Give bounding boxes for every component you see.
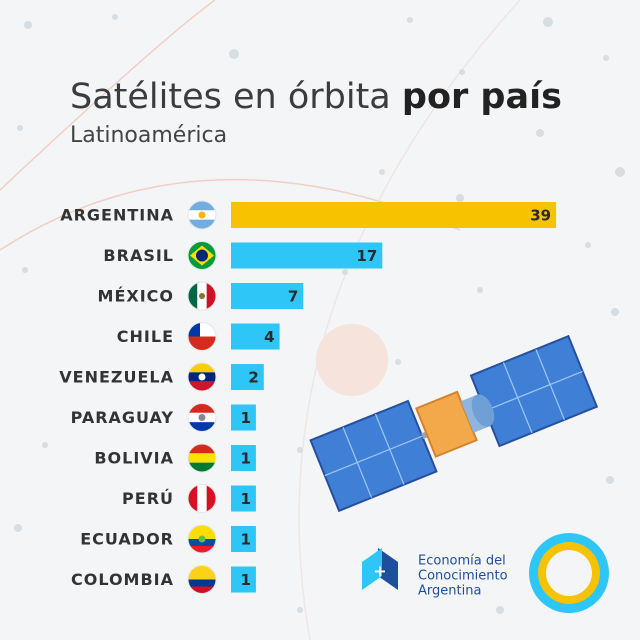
category-label: PERÚ [122,489,174,508]
flag-stripe [188,546,216,553]
flag [188,201,216,229]
logo: + Economía del Conocimiento Argentina [362,533,609,613]
value-label: 1 [240,490,250,508]
bar [231,404,256,431]
flag [188,444,216,472]
flag-stripe [188,444,216,454]
rows: ARGENTINA 39 BRASIL 17 MÉXICO 7 CHILE 4 VENEZUEL… [59,200,557,594]
logo-line: Economía del [418,554,506,569]
flag-border [187,322,217,351]
flag-border [187,524,217,554]
flag [188,282,216,310]
title-bold: por país [402,77,562,117]
flag-emblem [198,373,206,381]
flag [188,241,216,270]
bar [231,364,264,390]
title-regular: Satélites en órbita [70,77,391,117]
flag-emblem [198,535,206,543]
value-label: 1 [240,409,250,427]
category-label: BOLIVIA [94,449,174,468]
flag-border [187,484,217,513]
flag-emblem [199,293,205,299]
flag-stripe [206,484,216,513]
bar [231,485,256,512]
bar [231,566,256,593]
bar [231,445,256,471]
flag-stripe [188,453,216,463]
category-label: PARAGUAY [71,408,174,427]
category-label: VENEZUELA [59,368,174,387]
flag-border [187,200,217,230]
value-label: 4 [264,328,274,346]
flag-stripe [197,484,207,513]
bar [231,323,280,350]
logo-line: Argentina [418,584,481,599]
chart-title: Satélites en órbita por país [70,77,562,117]
chart-subtitle: Latinoamérica [70,123,227,148]
flag-stripe [188,586,216,594]
flag [188,403,216,432]
flag-stripe [188,403,216,413]
flag-emblem [196,249,208,262]
category-label: COLOMBIA [71,570,174,589]
svg-text:+: + [373,562,386,581]
flag [188,322,216,351]
flag-stripe [188,462,216,472]
flag-stripe [188,565,216,580]
flag-stripe [188,381,216,391]
value-label: 1 [240,531,250,549]
flag-border [187,443,217,473]
bar [231,242,383,269]
bar [231,526,256,552]
value-label: 2 [248,369,258,387]
flag-border [187,362,217,392]
category-label: CHILE [117,327,174,346]
stars [14,14,625,614]
value-label: 1 [240,571,250,589]
flag-border [187,403,217,432]
flag [188,525,216,553]
flag-stripe [188,422,216,432]
flag [188,363,216,391]
bar [231,202,557,228]
flag-stripe [188,219,216,229]
planet [316,324,388,396]
value-label: 1 [240,450,250,468]
flag-stripe [188,201,216,211]
flag-stripe [206,282,216,310]
flag [188,565,216,594]
flag-border [187,241,217,270]
value-label: 7 [288,288,298,306]
flag [188,484,216,513]
flag-stripe [188,363,216,373]
flag-border [187,281,217,311]
satellite [309,334,599,513]
flag-stripe [188,282,198,310]
flag-emblem [198,211,206,219]
flag-stripe [188,579,216,587]
value-label: 17 [356,247,377,265]
flag-emblem [198,414,206,421]
category-label: MÉXICO [98,287,174,306]
logo-line: Conocimiento [418,569,508,584]
category-label: ECUADOR [80,530,174,549]
flag-stripe [188,484,198,513]
category-label: ARGENTINA [60,206,174,225]
flag-border [187,565,217,594]
bar [231,283,304,309]
value-label: 39 [530,207,551,225]
flag-stripe [188,336,216,351]
flag-stripe [188,525,216,539]
category-label: BRASIL [103,246,174,265]
